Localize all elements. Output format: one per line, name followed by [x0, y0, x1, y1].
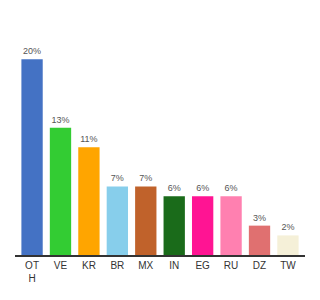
svg-text:KR: KR — [82, 260, 96, 271]
svg-text:BR: BR — [110, 260, 124, 271]
svg-text:13%: 13% — [51, 115, 69, 125]
svg-text:VE: VE — [54, 260, 68, 271]
svg-text:7%: 7% — [139, 173, 152, 183]
svg-text:2%: 2% — [281, 222, 294, 232]
svg-text:3%: 3% — [253, 213, 266, 223]
svg-text:6%: 6% — [225, 183, 238, 193]
svg-text:IN: IN — [169, 260, 179, 271]
svg-text:MX: MX — [138, 260, 153, 271]
svg-text:EG: EG — [195, 260, 210, 271]
svg-text:6%: 6% — [168, 183, 181, 193]
svg-text:RU: RU — [224, 260, 238, 271]
svg-text:OTH: OTH — [25, 260, 39, 284]
svg-text:DZ: DZ — [253, 260, 266, 271]
svg-text:20%: 20% — [23, 46, 41, 56]
svg-text:7%: 7% — [111, 173, 124, 183]
svg-text:6%: 6% — [196, 183, 209, 193]
svg-text:TW: TW — [280, 260, 296, 271]
svg-text:11%: 11% — [80, 134, 97, 144]
